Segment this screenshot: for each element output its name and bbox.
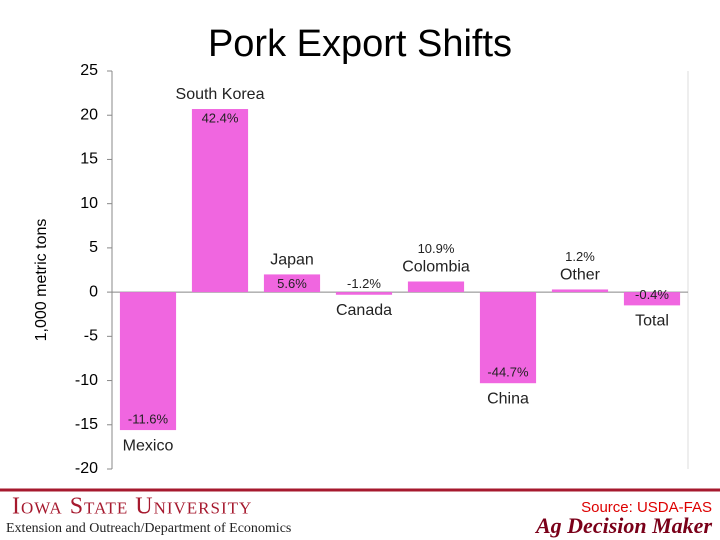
category-label: Colombia — [402, 259, 470, 276]
bar — [263, 274, 321, 293]
y-tick-label: 0 — [89, 283, 98, 300]
change-label: -1.2% — [347, 276, 381, 291]
category-label: Mexico — [123, 437, 174, 454]
category-label: Total — [635, 313, 669, 330]
change-label: -11.6% — [128, 412, 169, 427]
y-axis-label: 1,000 metric tons — [33, 219, 50, 342]
source: Source: USDA-FAS — [581, 499, 712, 516]
bar — [623, 292, 681, 306]
change-label: -44.7% — [487, 365, 529, 380]
category-label: Canada — [336, 302, 392, 319]
change-label: 42.4% — [202, 110, 239, 125]
y-tick-label: 15 — [80, 151, 98, 168]
y-tick-label: -15 — [75, 416, 98, 433]
change-label: 5.6% — [277, 276, 307, 291]
category-label: Other — [560, 267, 601, 284]
university-name: Iowa State University — [12, 494, 252, 520]
brand: Ag Decision Maker — [534, 513, 712, 538]
chart-title: Pork Export Shifts — [208, 23, 512, 65]
bar — [191, 109, 249, 293]
change-label: 10.9% — [418, 241, 455, 256]
y-tick-label: -20 — [75, 460, 98, 477]
bar — [551, 289, 609, 293]
y-tick-label: 10 — [80, 195, 98, 212]
change-label: 1.2% — [565, 249, 595, 264]
y-tick-label: 5 — [89, 239, 98, 256]
bar — [119, 292, 177, 431]
y-tick-label: -5 — [84, 328, 98, 345]
bar — [407, 281, 465, 293]
bar — [479, 292, 537, 384]
category-label: Japan — [270, 252, 314, 269]
bar — [335, 292, 393, 295]
y-tick-label: -10 — [75, 372, 98, 389]
y-tick-label: 20 — [80, 106, 98, 123]
category-label: China — [487, 390, 529, 407]
department: Extension and Outreach/Department of Eco… — [6, 521, 291, 536]
change-label: -0.4% — [635, 287, 669, 302]
y-tick-label: 25 — [80, 62, 98, 79]
category-label: South Korea — [176, 86, 265, 103]
